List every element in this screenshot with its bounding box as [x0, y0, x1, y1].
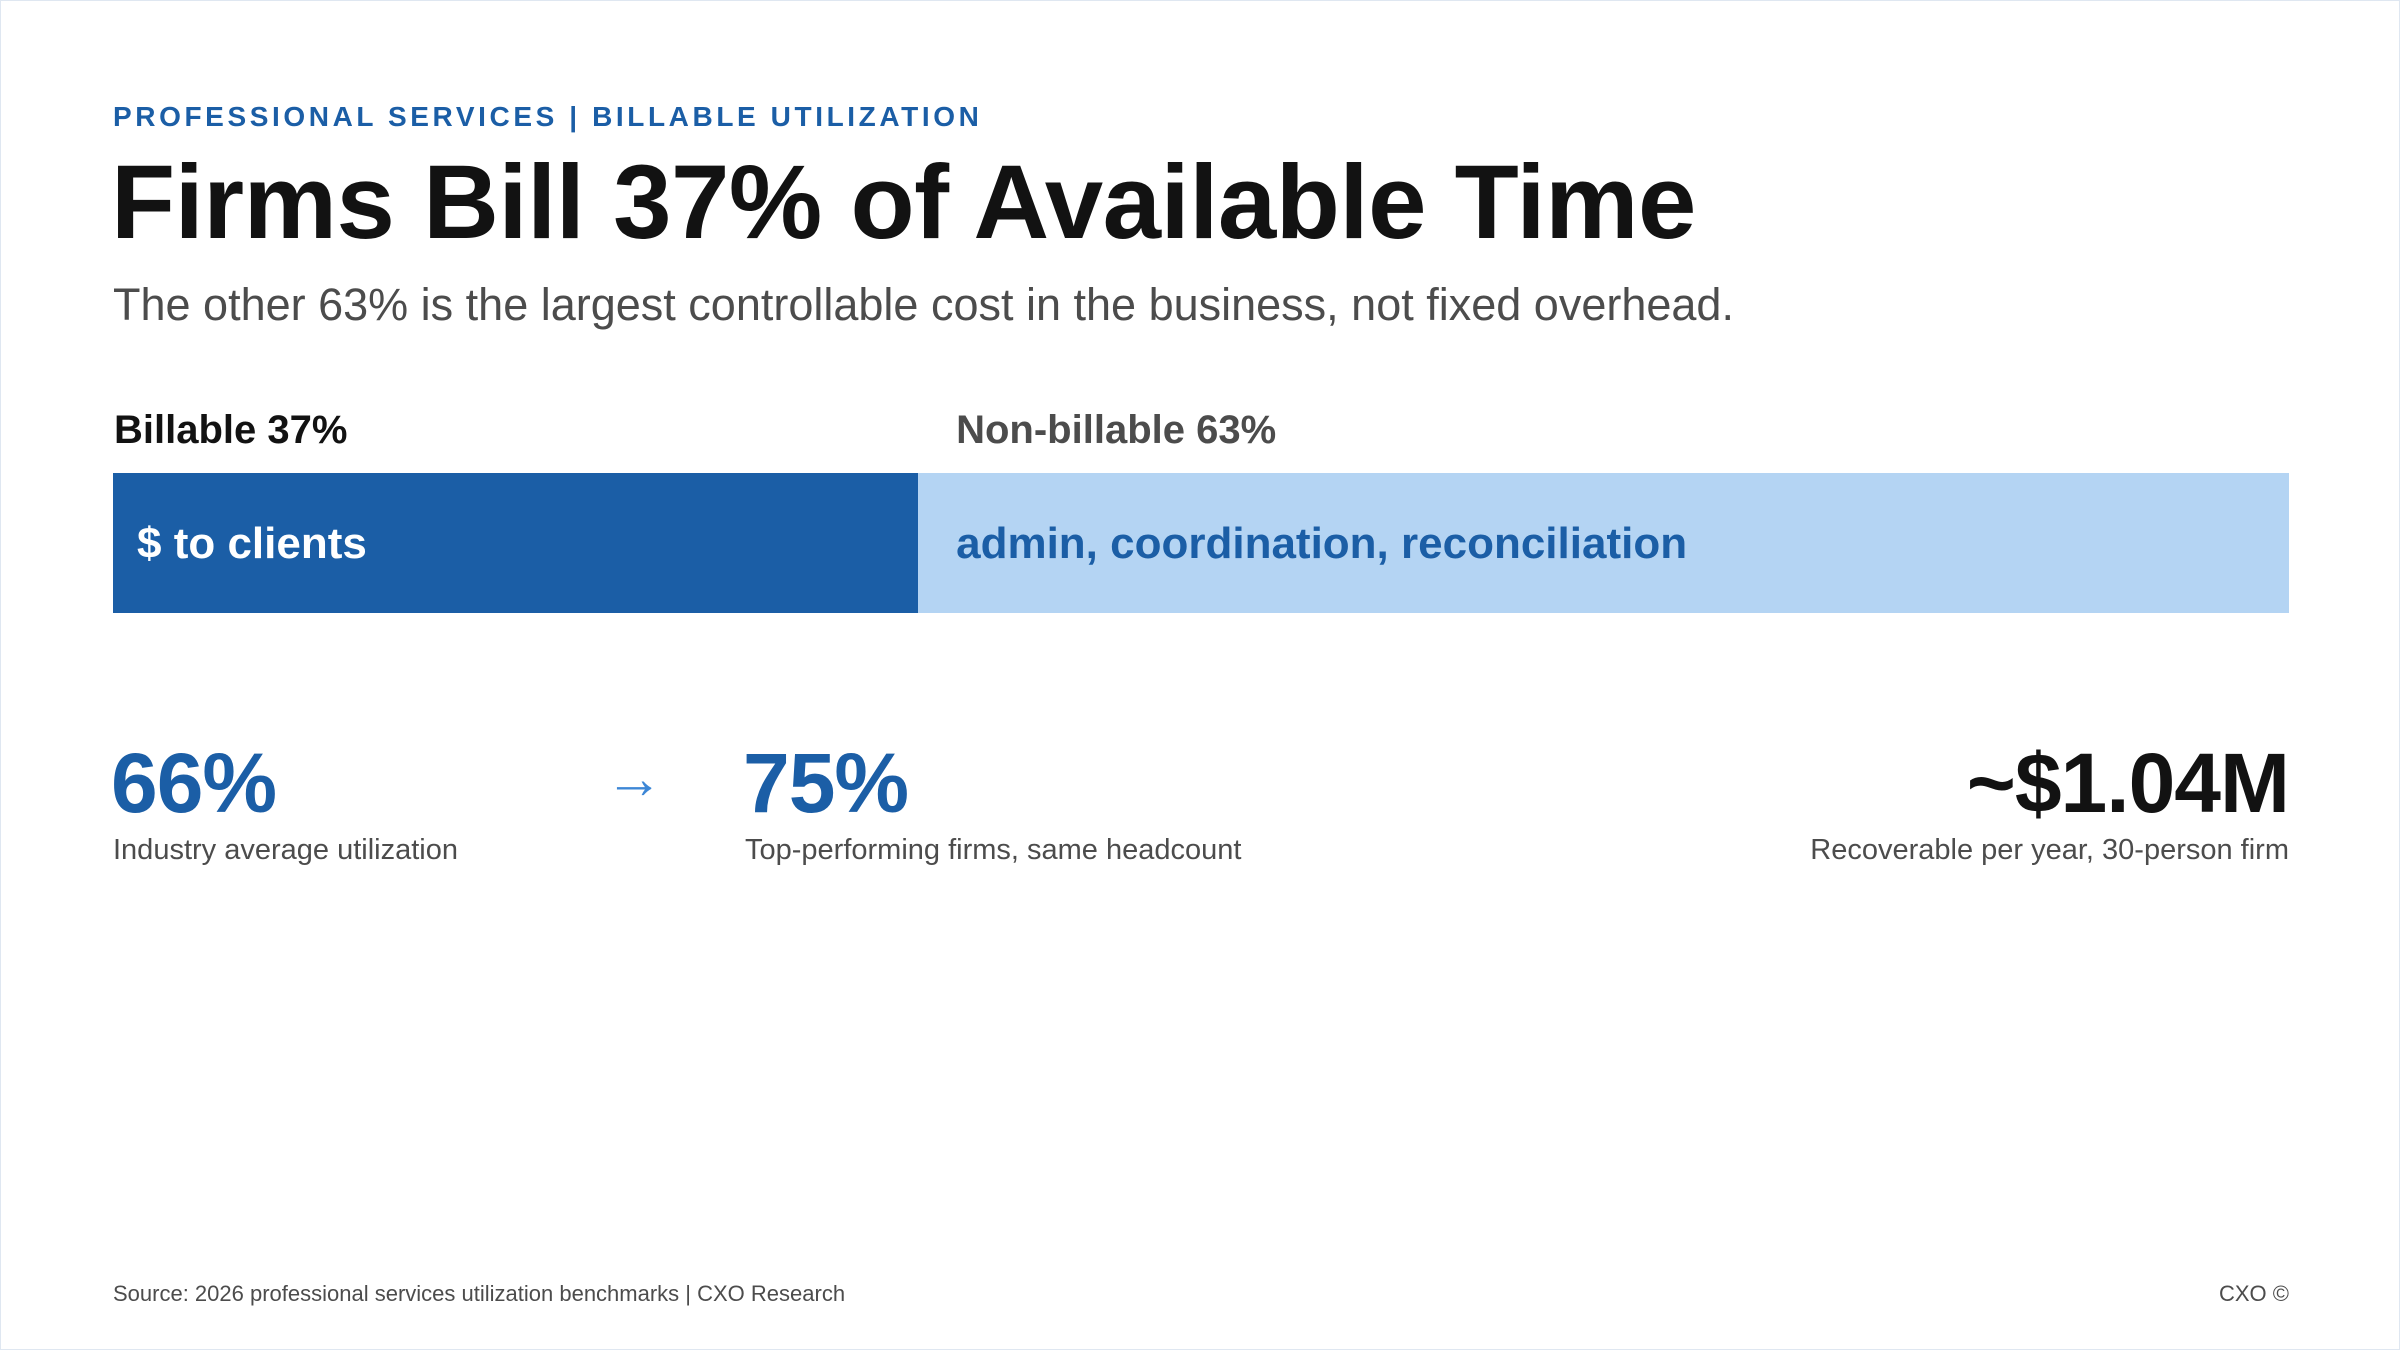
eyebrow-label: PROFESSIONAL SERVICES | BILLABLE UTILIZA…: [113, 101, 983, 132]
segment-heading-billable: Billable 37%: [114, 408, 347, 452]
segment-heading-non-billable: Non-billable 63%: [956, 408, 1276, 452]
bar-segment-non-billable: [918, 473, 2289, 613]
slide-subtitle: The other 63% is the largest controllabl…: [113, 279, 1734, 330]
industry-average-value: 66%: [111, 736, 277, 830]
brand-mark: CXO ©: [2219, 1281, 2289, 1306]
recoverable-caption: Recoverable per year, 30-person firm: [1810, 834, 2289, 866]
top-performer-caption: Top-performing firms, same headcount: [745, 834, 1242, 866]
utilization-bar-chart: Billable 37% $ to clients Non-billable 63%…: [113, 408, 2289, 613]
right-arrow-icon: →: [605, 746, 663, 811]
bar-label-billable: $ to clients: [137, 519, 367, 568]
bar-segment-billable: [113, 473, 919, 613]
source-footnote: Source: 2026 professional services utili…: [113, 1281, 846, 1306]
top-performer-value: 75%: [743, 736, 909, 830]
slide-title: Firms Bill 37% of Available Time: [111, 144, 1696, 261]
recoverable-value: ~$1.04M: [1966, 736, 2290, 830]
industry-average-caption: Industry average utilization: [113, 834, 458, 866]
bar-label-non-billable: admin, coordination, reconciliation: [956, 519, 1687, 568]
